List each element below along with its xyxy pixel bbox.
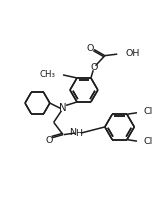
- Text: CH₃: CH₃: [39, 70, 55, 79]
- Text: Cl: Cl: [143, 137, 152, 146]
- Text: OH: OH: [125, 49, 139, 58]
- Text: O: O: [86, 44, 94, 53]
- Text: Cl: Cl: [143, 108, 152, 116]
- Text: O: O: [45, 135, 53, 145]
- Text: H: H: [75, 129, 82, 138]
- Text: O: O: [90, 64, 98, 72]
- Text: N: N: [59, 104, 67, 113]
- Text: N: N: [70, 128, 77, 137]
